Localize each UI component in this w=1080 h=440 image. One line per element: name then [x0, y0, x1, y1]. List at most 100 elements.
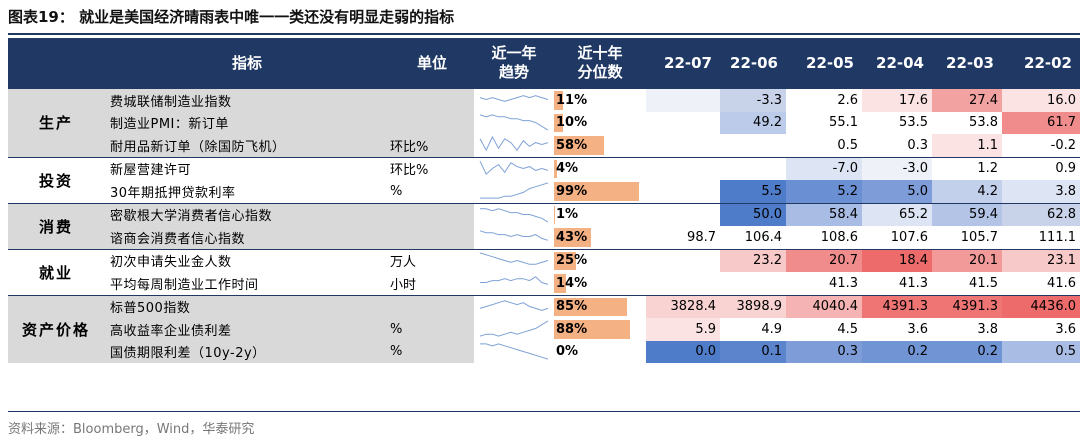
- month-value: 3.8: [932, 318, 1002, 341]
- header-month: 22-04: [862, 38, 932, 89]
- month-value: 0.5: [786, 134, 862, 157]
- sparkline-path: [479, 136, 549, 152]
- month-value: 20.7: [786, 248, 862, 272]
- percentile-bar: [554, 136, 604, 155]
- month-value: 0.3: [862, 134, 932, 157]
- percentile-value: 25%: [556, 253, 588, 269]
- indicator-name: 平均每周制造业工作时间: [104, 272, 390, 295]
- month-value: 5.0: [862, 180, 932, 203]
- percentile-cell: 25%: [554, 248, 646, 272]
- table-body: 生产 费城联储制造业指数 11% -3.3 2.6 17.6 27.4 16.0 制造业PMI：…: [8, 88, 1080, 363]
- month-value: [646, 156, 720, 180]
- month-value: 50.0: [720, 202, 786, 226]
- percentile-value: 1%: [556, 207, 579, 223]
- month-value: [720, 134, 786, 157]
- indicator-table: 指标 单位 近一年 趋势 近十年 分位数 22-07 22-06 22-05 22-…: [8, 38, 1080, 363]
- trend-sparkline: [474, 111, 554, 134]
- month-value: 41.3: [786, 272, 862, 295]
- percentile-value: 58%: [556, 137, 588, 153]
- percentile-cell: 85%: [554, 294, 646, 318]
- month-value: 58.4: [786, 202, 862, 226]
- sparkline-path: [479, 252, 549, 265]
- month-value: 65.2: [862, 202, 932, 226]
- trend-sparkline: [474, 248, 554, 272]
- month-value: 4436.0: [1002, 294, 1080, 318]
- trend-sparkline: [474, 202, 554, 226]
- month-value: 61.7: [1002, 111, 1080, 134]
- indicator-unit: %: [390, 180, 474, 203]
- percentile-value: 43%: [556, 229, 588, 245]
- indicator-name: 初次申请失业金人数: [104, 248, 390, 272]
- percentile-bar: [554, 113, 563, 132]
- sparkline-path: [479, 320, 549, 337]
- percentile-bar: [554, 297, 628, 316]
- indicator-unit: %: [390, 318, 474, 341]
- month-value: [646, 111, 720, 134]
- percentile-value: 85%: [556, 299, 588, 315]
- month-value: 5.9: [646, 318, 720, 341]
- sparkline-path: [480, 208, 549, 223]
- month-value: [720, 156, 786, 180]
- table-row: 消费 密歇根大学消费者信心指数 1% 50.0 58.4 65.2 59.4 62.8: [8, 202, 1080, 249]
- trend-sparkline: [474, 156, 554, 180]
- month-value: 41.5: [932, 272, 1002, 295]
- month-value: 0.2: [862, 340, 932, 363]
- month-value: 4391.3: [932, 294, 1002, 318]
- percentile-value: 10%: [556, 115, 588, 131]
- month-value: 1.2: [932, 156, 1002, 180]
- month-value: [646, 88, 720, 112]
- percentile-cell: 11%: [554, 88, 646, 112]
- header-month: 22-02: [1002, 38, 1080, 89]
- percentile-value: 88%: [556, 321, 588, 337]
- header-row: 指标 单位 近一年 趋势 近十年 分位数 22-07 22-06 22-05 22-…: [8, 38, 1080, 89]
- month-value: [646, 180, 720, 203]
- indicator-unit: [390, 226, 474, 249]
- sparkline-path: [480, 182, 549, 199]
- month-value: -7.0: [786, 156, 862, 180]
- month-value: 5.5: [720, 180, 786, 203]
- month-value: 4.9: [720, 318, 786, 341]
- indicator-unit: [390, 294, 474, 318]
- table-row: 谘商会消费者信心指数 43% 98.7 106.4 108.6 107.6 105.7 111…: [8, 226, 1080, 249]
- header-percentile: 近十年 分位数: [554, 38, 646, 89]
- month-value: 53.8: [932, 111, 1002, 134]
- month-value: 49.2: [720, 111, 786, 134]
- sector-label: 生产: [8, 88, 104, 157]
- month-value: 20.1: [932, 248, 1002, 272]
- percentile-bar: [554, 228, 591, 247]
- header-unit: 单位: [390, 38, 474, 89]
- indicator-name: 费城联储制造业指数: [104, 88, 390, 112]
- indicator-unit: [390, 88, 474, 112]
- percentile-bar: [554, 205, 555, 224]
- trend-sparkline: [474, 180, 554, 203]
- month-value: 53.5: [862, 111, 932, 134]
- indicator-name: 高收益率企业债利差: [104, 318, 390, 341]
- month-value: 4.2: [932, 180, 1002, 203]
- title-rule: [8, 33, 1080, 35]
- month-value: -0.2: [1002, 134, 1080, 157]
- header-indicator: 指标: [104, 38, 390, 89]
- month-value: 2.6: [786, 88, 862, 112]
- month-value: 4391.3: [862, 294, 932, 318]
- month-value: 111.1: [1002, 226, 1080, 249]
- percentile-cell: 58%: [554, 134, 646, 157]
- month-value: [646, 272, 720, 295]
- month-value: 105.7: [932, 226, 1002, 249]
- header-month: 22-07: [646, 38, 720, 89]
- table-row: 投资 新屋营建许可 环比% 4% -7.0 -3.0 1.2 0.9: [8, 156, 1080, 203]
- sparkline-path: [480, 343, 549, 360]
- month-value: 59.4: [932, 202, 1002, 226]
- percentile-cell: 99%: [554, 180, 646, 203]
- table-row: 制造业PMI：新订单 10% 49.2 55.1 53.5 53.8 61.7: [8, 111, 1080, 134]
- month-value: 107.6: [862, 226, 932, 249]
- month-value: 27.4: [932, 88, 1002, 112]
- percentile-cell: 10%: [554, 111, 646, 134]
- indicator-name: 国债期限利差（10y-2y）: [104, 340, 390, 363]
- sector-label: 消费: [8, 202, 104, 249]
- month-value: 3828.4: [646, 294, 720, 318]
- header-trend: 近一年 趋势: [474, 38, 554, 89]
- header-month: 22-03: [932, 38, 1002, 89]
- header-month: 22-06: [720, 38, 786, 89]
- sparkline-path: [479, 114, 549, 131]
- percentile-bar: [554, 182, 640, 201]
